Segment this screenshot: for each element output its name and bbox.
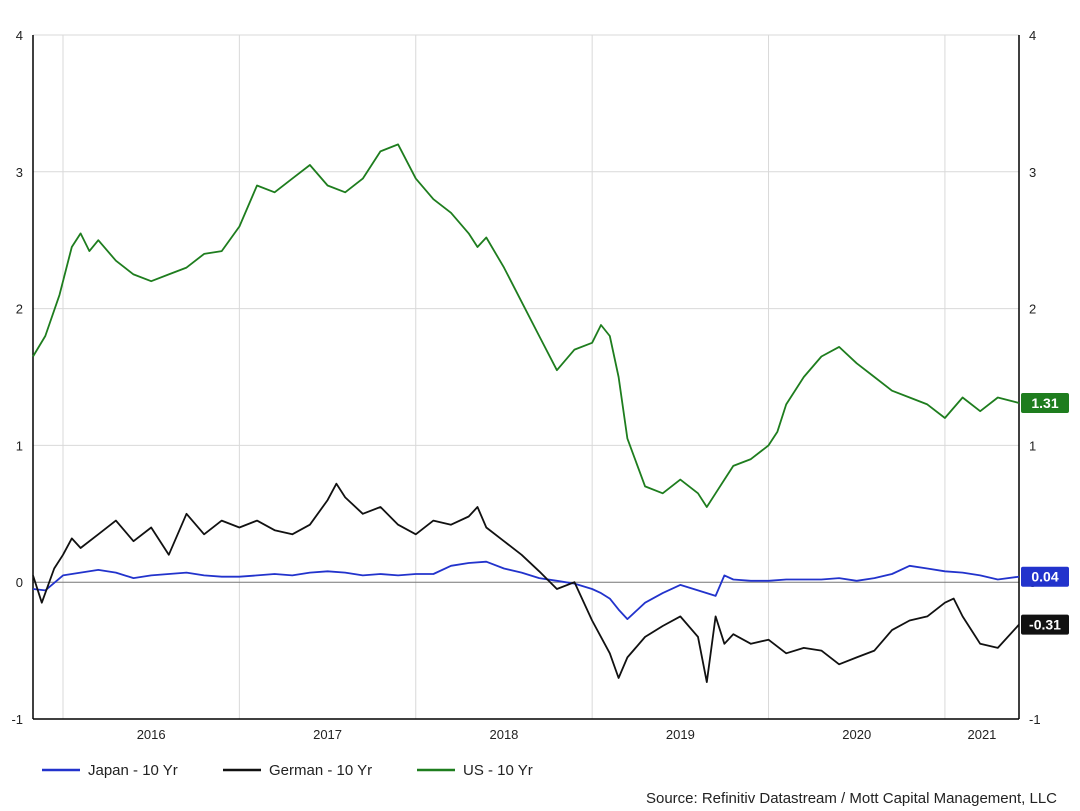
end-labels: 0.04 -0.31 1.31 xyxy=(1021,392,1069,635)
x-tick-label: 2021 xyxy=(967,727,996,742)
end-value-label: 0.04 xyxy=(1031,569,1058,585)
x-tick-label: 2018 xyxy=(489,727,518,742)
end-value-label: 1.31 xyxy=(1031,395,1058,411)
x-tick-label: 2019 xyxy=(666,727,695,742)
end-value-label: -0.31 xyxy=(1029,617,1061,633)
end-value-bg xyxy=(1021,614,1069,635)
end-value-bg xyxy=(1021,566,1069,587)
x-tick-label: 2020 xyxy=(842,727,871,742)
y-tick-label-left: 0 xyxy=(16,575,23,590)
x-tick-label: 2016 xyxy=(137,727,166,742)
y-tick-label-left: 3 xyxy=(16,165,23,180)
end-value-badge: 1.31 xyxy=(1021,392,1069,413)
legend-item: US - 10 Yr xyxy=(417,762,533,779)
y-tick-label-left: -1 xyxy=(11,712,23,727)
source-note: Source: Refinitiv Datastream / Mott Capi… xyxy=(646,790,1057,807)
y-tick-label-left: 1 xyxy=(16,438,23,453)
y-tick-label-right: 3 xyxy=(1029,165,1036,180)
legend-item: German - 10 Yr xyxy=(223,762,372,779)
x-tick-label: 2017 xyxy=(313,727,342,742)
legend-item: Japan - 10 Yr xyxy=(42,762,178,779)
y-tick-label-right: 1 xyxy=(1029,438,1036,453)
legend-label: German - 10 Yr xyxy=(269,762,372,779)
series-line-us-10-yr xyxy=(32,143,1020,508)
legend-label: Japan - 10 Yr xyxy=(88,762,178,779)
end-value-badge: 0.04 xyxy=(1021,566,1069,587)
series-line-japan-10-yr xyxy=(32,560,1020,620)
axes: -1-10011223344201620172018201920202021 xyxy=(11,28,1040,742)
series-line-german-10-yr xyxy=(32,482,1020,683)
end-value-badge: -0.31 xyxy=(1021,614,1069,635)
legend-label: US - 10 Yr xyxy=(463,762,533,779)
legend: Japan - 10 Yr German - 10 Yr US - 10 Yr xyxy=(42,762,533,779)
y-tick-label-right: 2 xyxy=(1029,302,1036,317)
end-value-bg xyxy=(1021,392,1069,413)
y-tick-label-right: -1 xyxy=(1029,712,1041,727)
y-tick-label-left: 2 xyxy=(16,302,23,317)
series-layer xyxy=(32,143,1020,683)
grid xyxy=(33,34,1019,720)
y-tick-label-right: 4 xyxy=(1029,28,1036,43)
y-tick-label-left: 4 xyxy=(16,28,23,43)
